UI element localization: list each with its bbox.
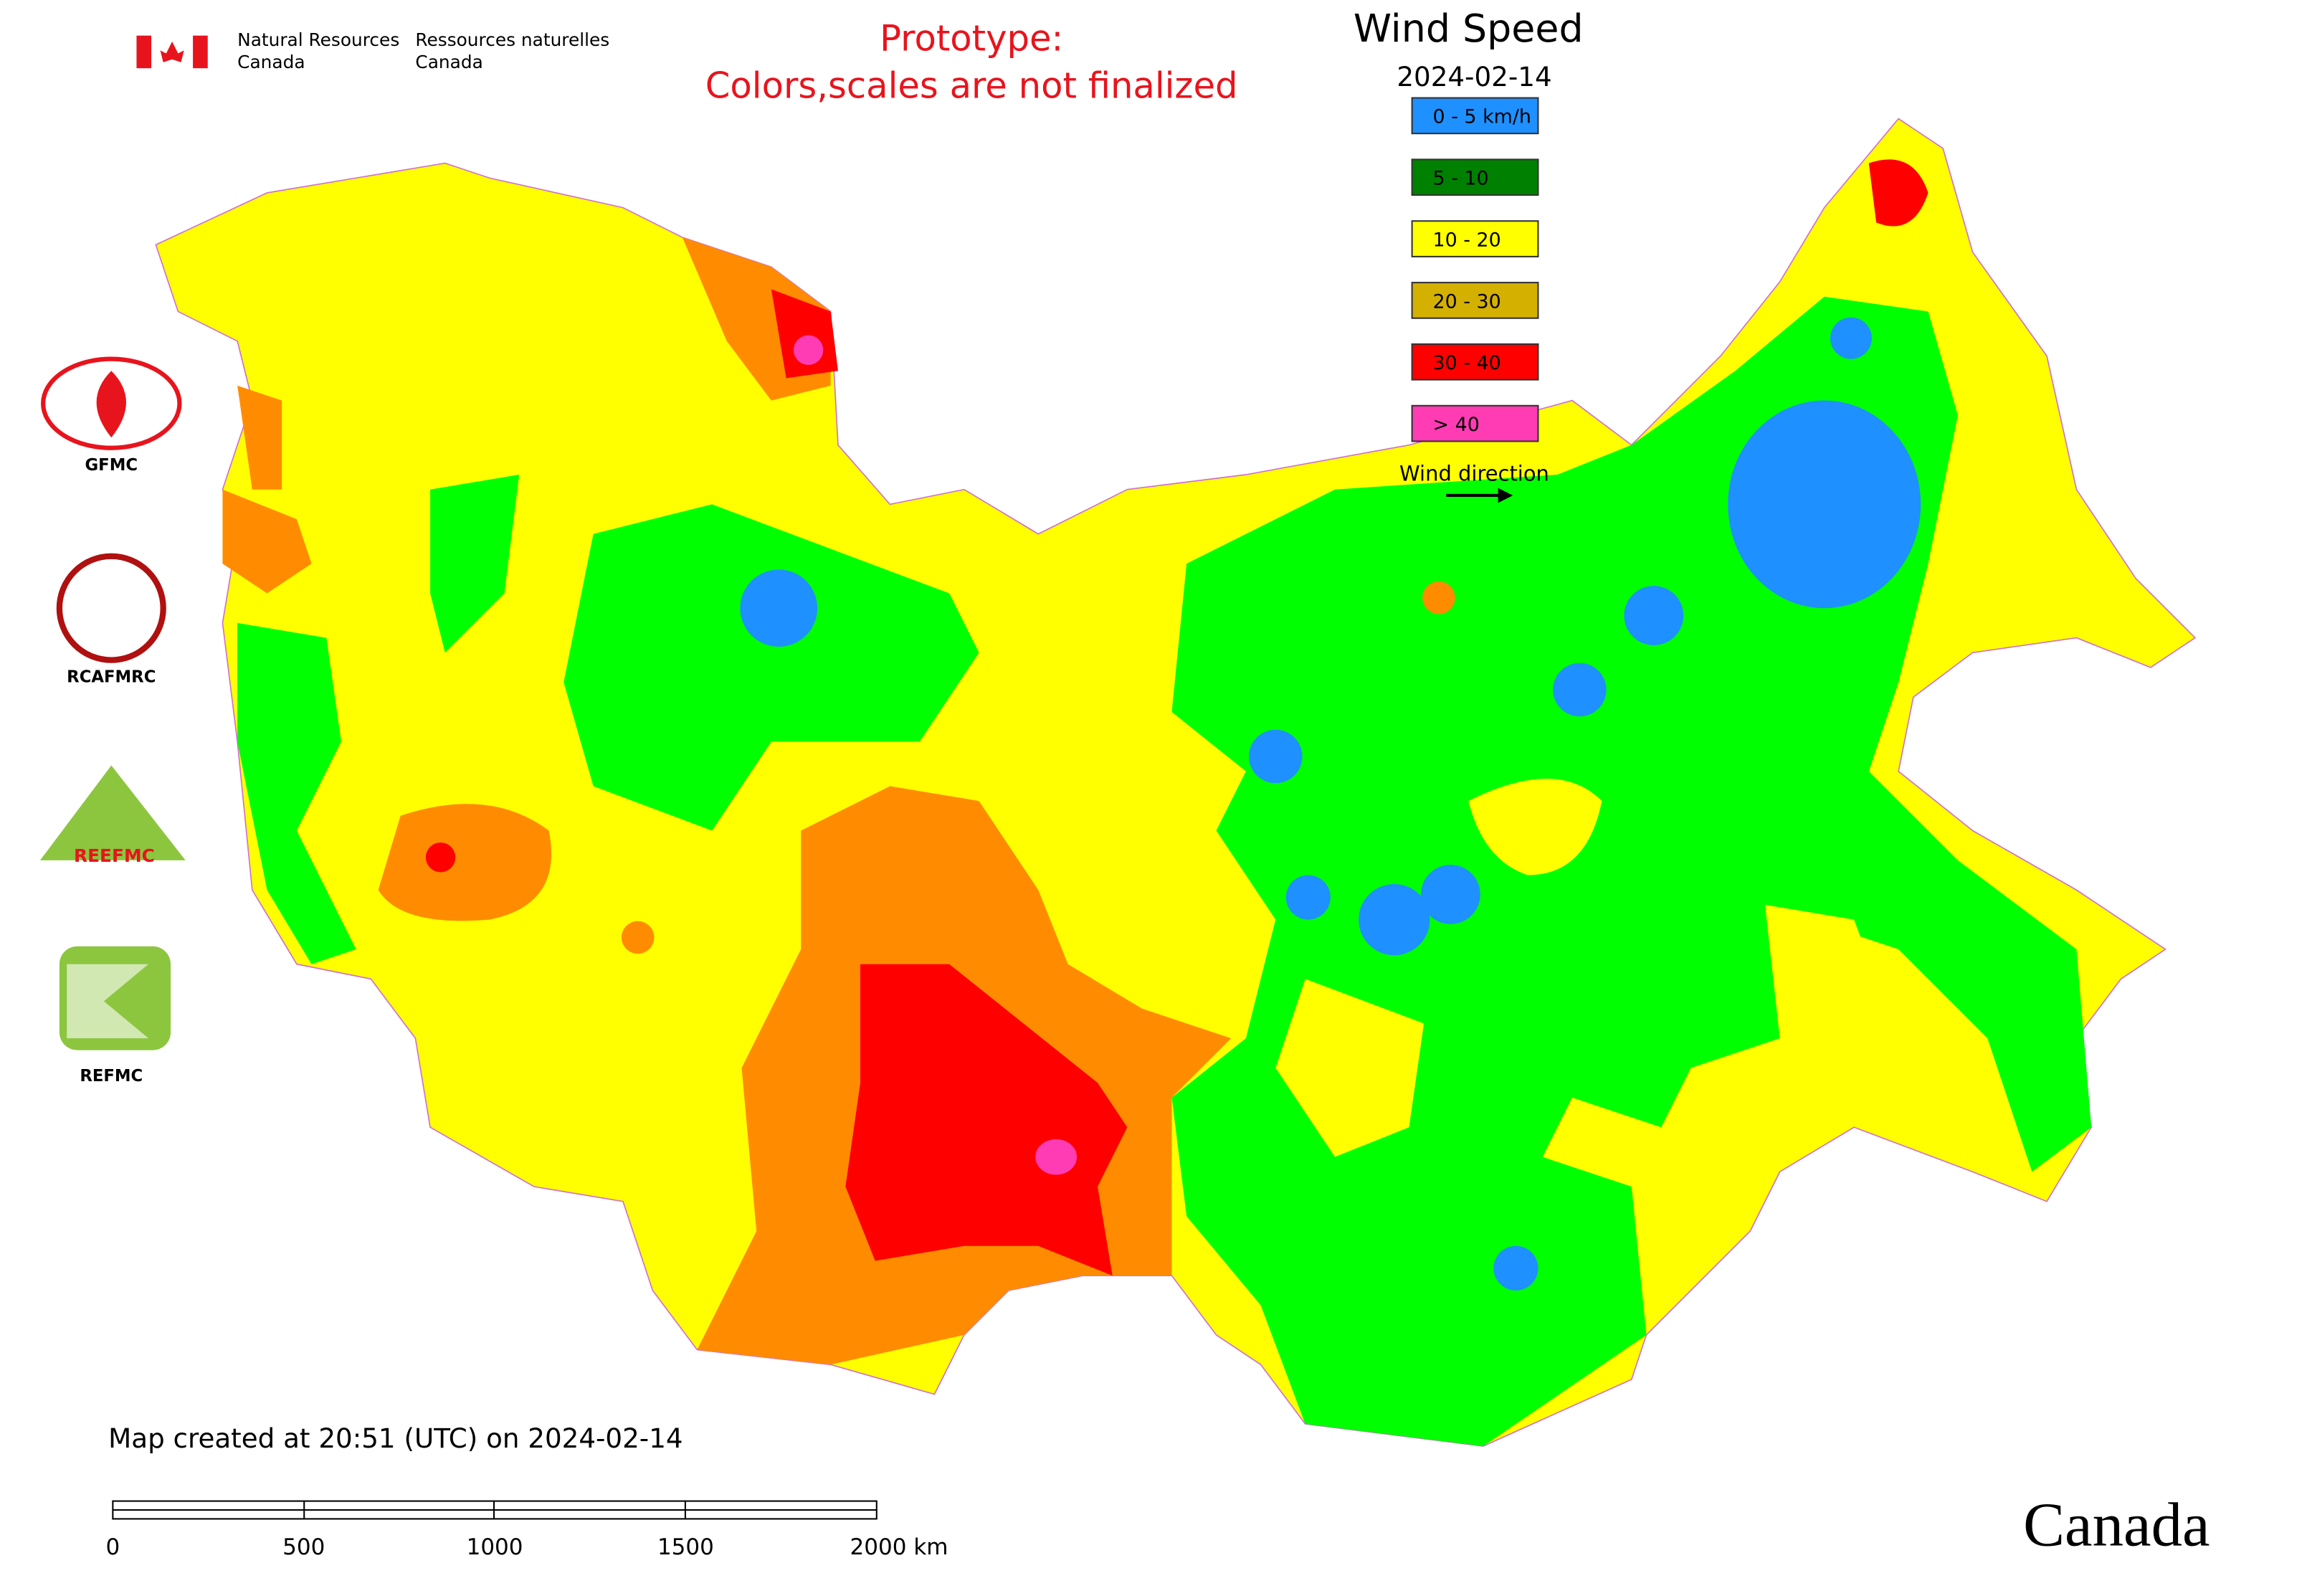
legend-swatch [1411, 343, 1539, 381]
wind-arrow [1446, 488, 1513, 503]
zone-magenta [793, 335, 824, 365]
zone-blue [1553, 662, 1607, 717]
zone-orange-spot [621, 921, 655, 954]
logos [39, 356, 186, 1050]
scale-label: 500 [282, 1534, 325, 1560]
legend: 0 - 5 km/h 5 - 10 10 - 20 20 - 30 30 - 40 > 4… [1411, 97, 1539, 442]
zone-yellow-east [1275, 779, 1899, 1157]
zone-orange-nw [222, 237, 831, 594]
logo-label: GFMC [85, 456, 138, 475]
zone-blue [1728, 400, 1921, 609]
zone-blue [1624, 586, 1684, 645]
legend-swatch [1411, 220, 1539, 257]
logo-label: REEFMC [74, 845, 155, 866]
zone-blue [1830, 317, 1872, 359]
zone-red-spot [425, 842, 456, 873]
legend-swatch [1411, 282, 1539, 319]
canada-flag [136, 35, 208, 69]
wind-direction-label: Wind direction [1399, 461, 1549, 485]
legend-label: 30 - 40 [1433, 352, 1501, 374]
zone-blue [1421, 865, 1480, 924]
scale-label: 2000 km [850, 1534, 948, 1560]
scale-label: 0 [105, 1534, 120, 1560]
zone-magenta [1035, 1139, 1078, 1175]
scale-labels: 0 500 1000 1500 2000 km [105, 1534, 948, 1560]
legend-label: 10 - 20 [1433, 229, 1501, 251]
scale-label: 1500 [657, 1534, 714, 1560]
zone-blue [1249, 729, 1303, 784]
map [155, 118, 2197, 1447]
org-en: Canada [237, 52, 305, 72]
canada-wordmark: Canada [2023, 1491, 2210, 1559]
zone-red-central [771, 159, 1928, 1276]
org-en: Natural Resources [237, 29, 399, 50]
legend-label: 5 - 10 [1433, 168, 1489, 190]
zone-orange-spot [857, 854, 893, 890]
org-fr: Canada [415, 52, 482, 72]
logo-label: RCAFMRC [67, 668, 156, 687]
created-note: Map created at 20:51 (UTC) on 2024-02-14 [108, 1422, 682, 1454]
org-fr: Ressources naturelles [415, 29, 609, 50]
scale-label: 1000 [467, 1534, 523, 1560]
zone-blue [1285, 875, 1331, 920]
notice: Prototype: [880, 17, 1063, 59]
legend-label: 20 - 30 [1433, 290, 1501, 313]
title: Wind Speed [1354, 6, 1584, 51]
legend-swatch [1411, 158, 1539, 196]
zone-blue [1493, 1245, 1538, 1291]
date: 2024-02-14 [1397, 61, 1551, 92]
legend-label: > 40 [1433, 414, 1480, 436]
notice: Colors,scales are not finalized [705, 65, 1238, 107]
zone-blue [1359, 883, 1430, 956]
zone-blue [740, 569, 818, 647]
scale-bar [112, 1500, 877, 1520]
zone-orange-spot [1422, 581, 1455, 614]
legend-label: 0 - 5 km/h [1433, 106, 1531, 128]
logo-label: REFMC [80, 1067, 143, 1086]
legend-swatch [1411, 404, 1539, 442]
legend-swatch [1411, 97, 1539, 135]
